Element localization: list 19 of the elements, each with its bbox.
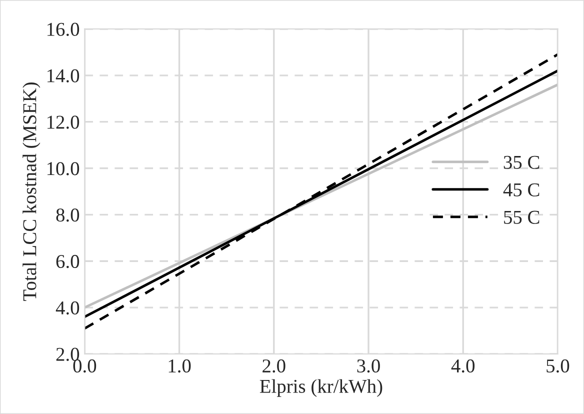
y-tick-label: 10.0 [48,162,80,176]
y-tick-label: 2.0 [56,348,80,361]
x-tick-label: 5.0 [546,359,570,373]
y-tick-label: 12.0 [48,116,80,129]
y-tick-label: 4.0 [56,301,80,315]
x-axis-title: Elpris (kr/kWh) [260,379,382,397]
x-tick-label: 3.0 [357,359,380,373]
y-tick-label: 6.0 [56,254,80,268]
y-tick-label: 16.0 [48,22,80,36]
x-tick-label: 4.0 [451,359,475,373]
legend-label: 45 C [503,183,540,196]
legend-label: 35 C [504,156,540,169]
y-tick-label: 8.0 [56,208,80,222]
y-axis-title: Total LCC kostnad (MSEK) [22,82,40,301]
x-tick-label: 0.0 [73,359,96,373]
y-tick-label: 14.0 [48,69,80,82]
x-tick-label: 1.0 [168,359,191,373]
legend-label: 55 C [504,210,540,224]
x-tick-label: 2.0 [262,359,286,373]
